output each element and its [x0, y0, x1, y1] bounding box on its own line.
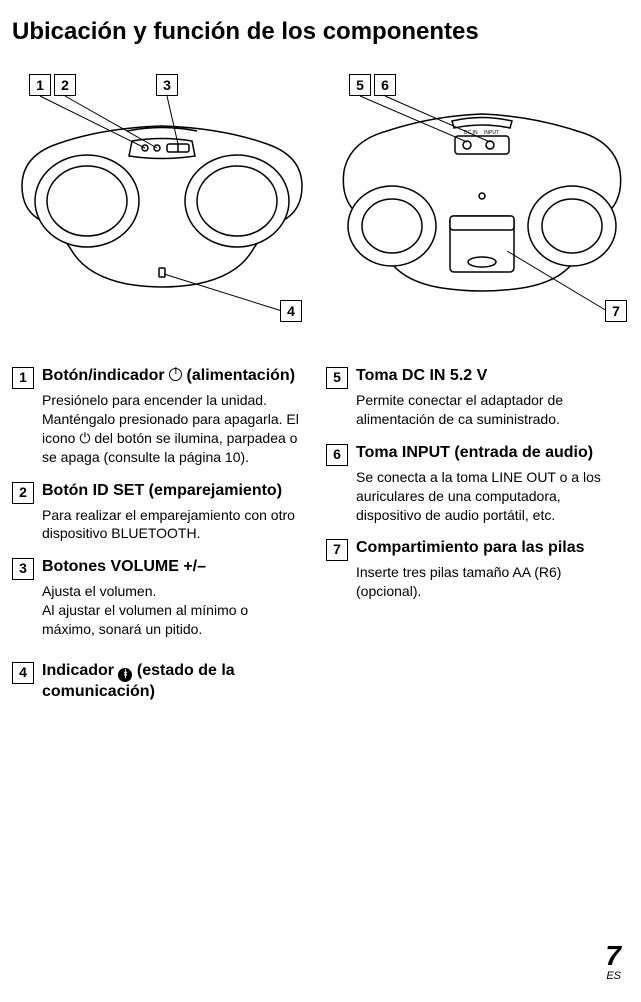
callout-1: 1	[29, 74, 51, 96]
callout-6: 6	[374, 74, 396, 96]
callout-7: 7	[605, 300, 627, 322]
item-num-2: 2	[12, 482, 34, 504]
callout-2: 2	[54, 74, 76, 96]
diagram-front: 1 2 3 4	[12, 66, 312, 326]
front-svg	[12, 66, 312, 326]
item-title-7: Compartimiento para las pilas	[356, 538, 585, 558]
diagram-bottom: DC IN INPUT 5 6 7	[332, 66, 632, 326]
callout-5: 5	[349, 74, 371, 96]
item-title-1-pre: Botón/indicador	[42, 367, 169, 384]
item-body-3: Ajusta el volumen. Al ajustar el volumen…	[42, 582, 302, 639]
item-7: 7 Compartimiento para las pilas Inserte …	[326, 538, 616, 601]
item-title-1: Botón/indicador (alimentación)	[42, 366, 295, 386]
item-title-5: Toma DC IN 5.2 V	[356, 366, 487, 386]
bottom-svg: DC IN INPUT	[332, 66, 632, 326]
svg-text:INPUT: INPUT	[484, 130, 499, 136]
item-body-5: Permite conectar el adaptador de aliment…	[356, 391, 616, 429]
item-body-1: Presiónelo para encender la unidad. Mant…	[42, 391, 302, 467]
item-num-5: 5	[326, 367, 348, 389]
item-num-1: 1	[12, 367, 34, 389]
item-title-2: Botón ID SET (emparejamiento)	[42, 481, 282, 501]
item-body-6: Se conecta a la toma LINE OUT o a los au…	[356, 468, 616, 525]
item-num-7: 7	[326, 539, 348, 561]
page-number: 7	[605, 942, 621, 970]
item-4: 4 Indicador ᚼ (estado de la comunicación…	[12, 661, 302, 702]
item-title-3: Botones VOLUME +/–	[42, 557, 206, 577]
item-title-4: Indicador ᚼ (estado de la comunicación)	[42, 661, 302, 702]
item-title-1-post: (alimentación)	[182, 367, 295, 384]
item-num-6: 6	[326, 444, 348, 466]
page-footer: 7 ES	[605, 942, 621, 982]
item-5: 5 Toma DC IN 5.2 V Permite conectar el a…	[326, 366, 616, 429]
item-body-7: Inserte tres pilas tamaño AA (R6) (opcio…	[356, 563, 616, 601]
item-2: 2 Botón ID SET (emparejamiento) Para rea…	[12, 481, 302, 544]
description-columns: 1 Botón/indicador (alimentación) Presión…	[0, 326, 641, 716]
right-column: 5 Toma DC IN 5.2 V Permite conectar el a…	[326, 366, 616, 716]
page-title: Ubicación y función de los componentes	[0, 0, 641, 58]
page-lang: ES	[605, 970, 621, 982]
item-title-4-pre: Indicador	[42, 662, 118, 679]
item-num-3: 3	[12, 558, 34, 580]
item-body-2: Para realizar el emparejamiento con otro…	[42, 506, 302, 544]
diagrams-row: 1 2 3 4 DC IN INPUT	[0, 66, 641, 326]
item-title-6: Toma INPUT (entrada de audio)	[356, 443, 593, 463]
item-6: 6 Toma INPUT (entrada de audio) Se conec…	[326, 443, 616, 525]
item-1: 1 Botón/indicador (alimentación) Presión…	[12, 366, 302, 467]
power-icon	[169, 368, 182, 381]
bluetooth-icon: ᚼ	[118, 668, 132, 682]
svg-text:DC IN: DC IN	[464, 130, 478, 136]
item-3: 3 Botones VOLUME +/– Ajusta el volumen. …	[12, 557, 302, 639]
callout-3: 3	[156, 74, 178, 96]
callout-4: 4	[280, 300, 302, 322]
left-column: 1 Botón/indicador (alimentación) Presión…	[12, 366, 302, 716]
item-num-4: 4	[12, 662, 34, 684]
